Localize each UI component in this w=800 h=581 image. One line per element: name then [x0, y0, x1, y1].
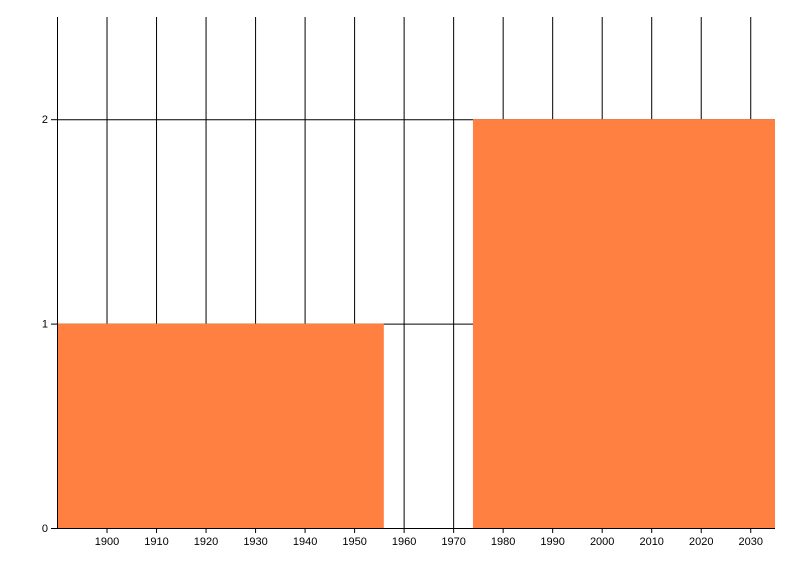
- x-tick-label: 2030: [738, 536, 762, 548]
- y-tick-label: 2: [42, 114, 48, 126]
- bar: [472, 119, 775, 528]
- x-tick-label: 1930: [243, 536, 267, 548]
- x-tick-label: 1980: [491, 536, 515, 548]
- x-tick-label: 1950: [342, 536, 366, 548]
- bar: [57, 323, 384, 528]
- x-tick-label: 1900: [95, 536, 119, 548]
- y-tick-label: 1: [42, 319, 48, 331]
- x-tick-label: 1910: [144, 536, 168, 548]
- x-tick-label: 2010: [639, 536, 663, 548]
- x-tick-label: 1960: [392, 536, 416, 548]
- x-tick-label: 1940: [293, 536, 317, 548]
- x-tick-label: 2020: [689, 536, 713, 548]
- x-tick-label: 1920: [194, 536, 218, 548]
- x-tick-label: 2000: [590, 536, 614, 548]
- x-tick-label: 1970: [441, 536, 465, 548]
- x-tick-label: 1990: [540, 536, 564, 548]
- y-tick-label: 0: [42, 523, 48, 535]
